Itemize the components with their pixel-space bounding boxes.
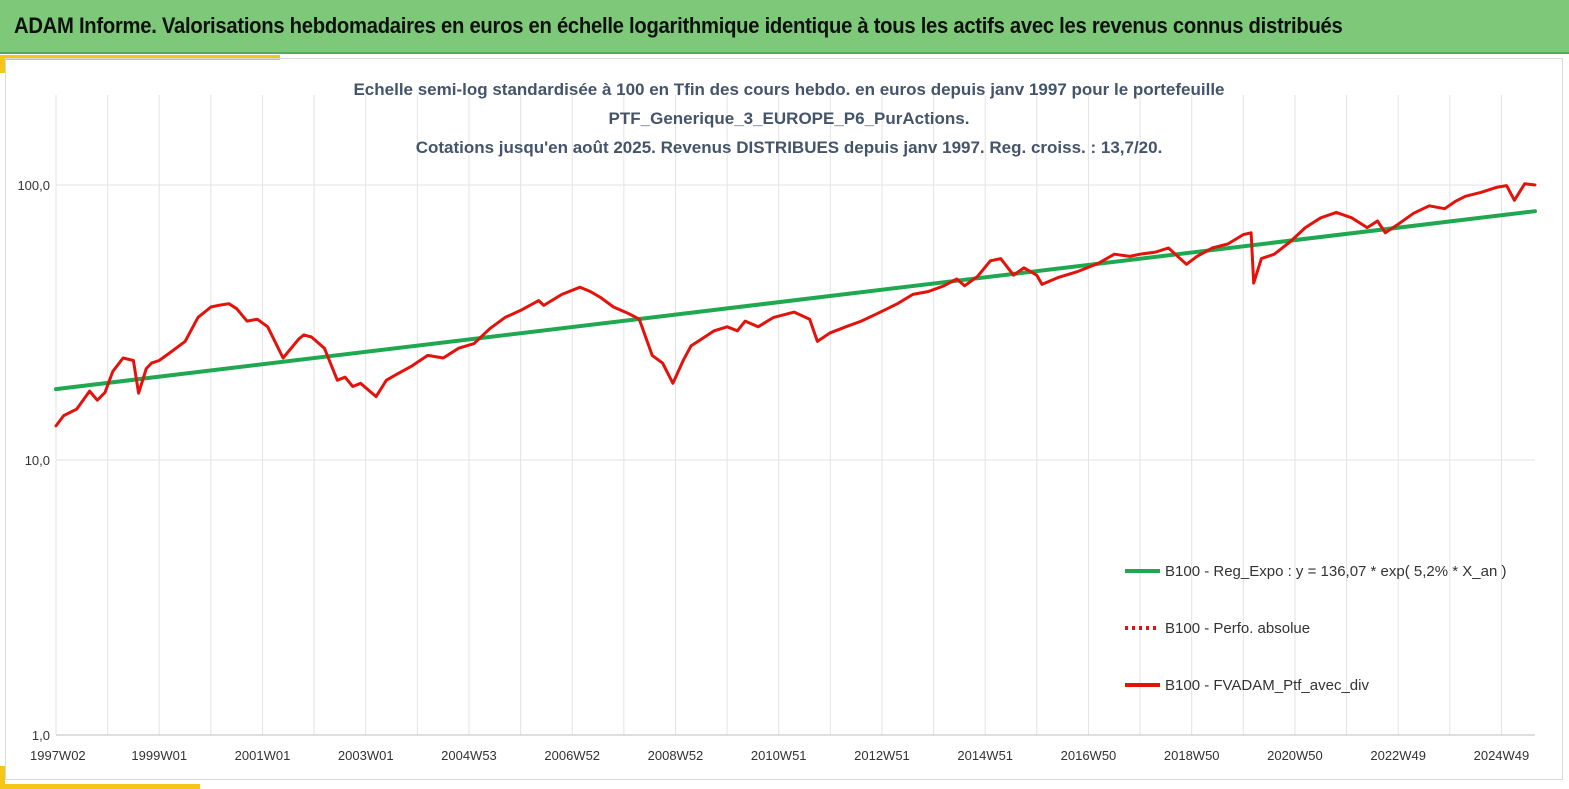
legend-label-fvadam: B100 - FVADAM_Ptf_avec_div [1165, 677, 1369, 694]
x-tick-label: 2008W52 [648, 748, 704, 763]
x-tick-label: 2003W01 [338, 748, 394, 763]
accent-bar-bottom [0, 784, 200, 789]
chart-frame [5, 58, 1563, 780]
x-tick-label: 1997W02 [30, 748, 86, 763]
chart-title-line-2: PTF_Generique_3_EUROPE_P6_PurActions. [609, 109, 970, 128]
x-tick-label: 2006W52 [544, 748, 600, 763]
plot-series [54, 182, 1537, 428]
x-tick-label: 2018W50 [1164, 748, 1220, 763]
x-tick-label: 2010W51 [751, 748, 807, 763]
y-tick-label: 100,0 [17, 178, 50, 193]
report-title: ADAM Informe. Valorisations hebdomadaire… [14, 13, 1343, 38]
x-tick-label: 2014W51 [957, 748, 1013, 763]
x-tick-label: 2016W50 [1061, 748, 1117, 763]
x-tick-label: 2012W51 [854, 748, 910, 763]
accent-bar-left [0, 55, 5, 73]
y-axis-ticks: 1,0 10,0 100,0 [17, 178, 50, 743]
y-tick-label: 10,0 [25, 453, 50, 468]
accent-bar-bottom-left [0, 766, 5, 789]
x-axis-ticks: 1997W02 1999W01 2001W01 2003W01 2004W53 2006W… [30, 748, 1529, 763]
x-tick-label: 2022W49 [1370, 748, 1426, 763]
header-banner: ADAM Informe. Valorisations hebdomadaire… [0, 0, 1569, 54]
x-tick-label: 1999W01 [131, 748, 187, 763]
x-tick-label: 2020W50 [1267, 748, 1323, 763]
chart-title-line-1: Echelle semi-log standardisée à 100 en T… [353, 80, 1224, 99]
series-line-reg-expo [54, 209, 1537, 392]
legend: B100 - Reg_Expo : y = 136,07 * exp( 5,2%… [1125, 563, 1506, 694]
x-tick-label: 2001W01 [235, 748, 291, 763]
series-line-fvadam-ptf [54, 182, 1537, 428]
accent-bar-top [0, 55, 280, 60]
chart-title-block: Echelle semi-log standardisée à 100 en T… [353, 80, 1224, 157]
vertical-gridlines [55, 95, 1502, 735]
chart-title-line-3: Cotations jusqu'en août 2025. Revenus DI… [416, 138, 1163, 157]
x-tick-label: 2004W53 [441, 748, 497, 763]
x-tick-label: 2024W49 [1474, 748, 1530, 763]
y-tick-label: 1,0 [32, 728, 50, 743]
horizontal-gridlines [56, 184, 1535, 736]
legend-label-reg-expo: B100 - Reg_Expo : y = 136,07 * exp( 5,2%… [1165, 563, 1506, 580]
legend-label-perfo-absolue: B100 - Perfo. absolue [1165, 620, 1310, 637]
